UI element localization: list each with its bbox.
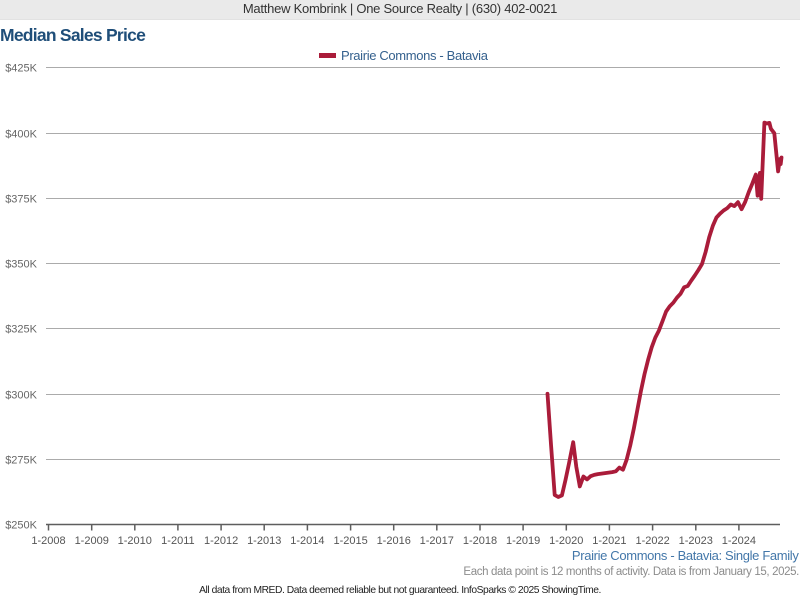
svg-text:$425K: $425K <box>5 63 37 75</box>
svg-text:1-2017: 1-2017 <box>420 535 454 547</box>
svg-text:1-2016: 1-2016 <box>377 535 411 547</box>
svg-text:$300K: $300K <box>5 390 37 402</box>
svg-text:1-2021: 1-2021 <box>592 535 626 547</box>
svg-text:$275K: $275K <box>5 455 37 467</box>
svg-text:1-2015: 1-2015 <box>333 535 367 547</box>
svg-text:1-2010: 1-2010 <box>118 535 152 547</box>
svg-text:$350K: $350K <box>5 259 37 271</box>
svg-text:1-2014: 1-2014 <box>290 535 324 547</box>
svg-text:1-2013: 1-2013 <box>247 535 281 547</box>
svg-text:1-2023: 1-2023 <box>679 535 713 547</box>
svg-text:1-2012: 1-2012 <box>204 535 238 547</box>
svg-text:1-2008: 1-2008 <box>31 535 65 547</box>
svg-text:$325K: $325K <box>5 324 37 336</box>
svg-text:1-2022: 1-2022 <box>635 535 669 547</box>
svg-text:1-2009: 1-2009 <box>75 535 109 547</box>
svg-text:1-2011: 1-2011 <box>161 535 194 547</box>
svg-text:1-2020: 1-2020 <box>549 535 583 547</box>
svg-text:$400K: $400K <box>5 129 37 141</box>
svg-text:1-2019: 1-2019 <box>506 535 540 547</box>
svg-text:$250K: $250K <box>5 519 37 531</box>
svg-text:1-2018: 1-2018 <box>463 535 497 547</box>
svg-text:$375K: $375K <box>5 194 37 206</box>
svg-text:1-2024: 1-2024 <box>722 535 756 547</box>
